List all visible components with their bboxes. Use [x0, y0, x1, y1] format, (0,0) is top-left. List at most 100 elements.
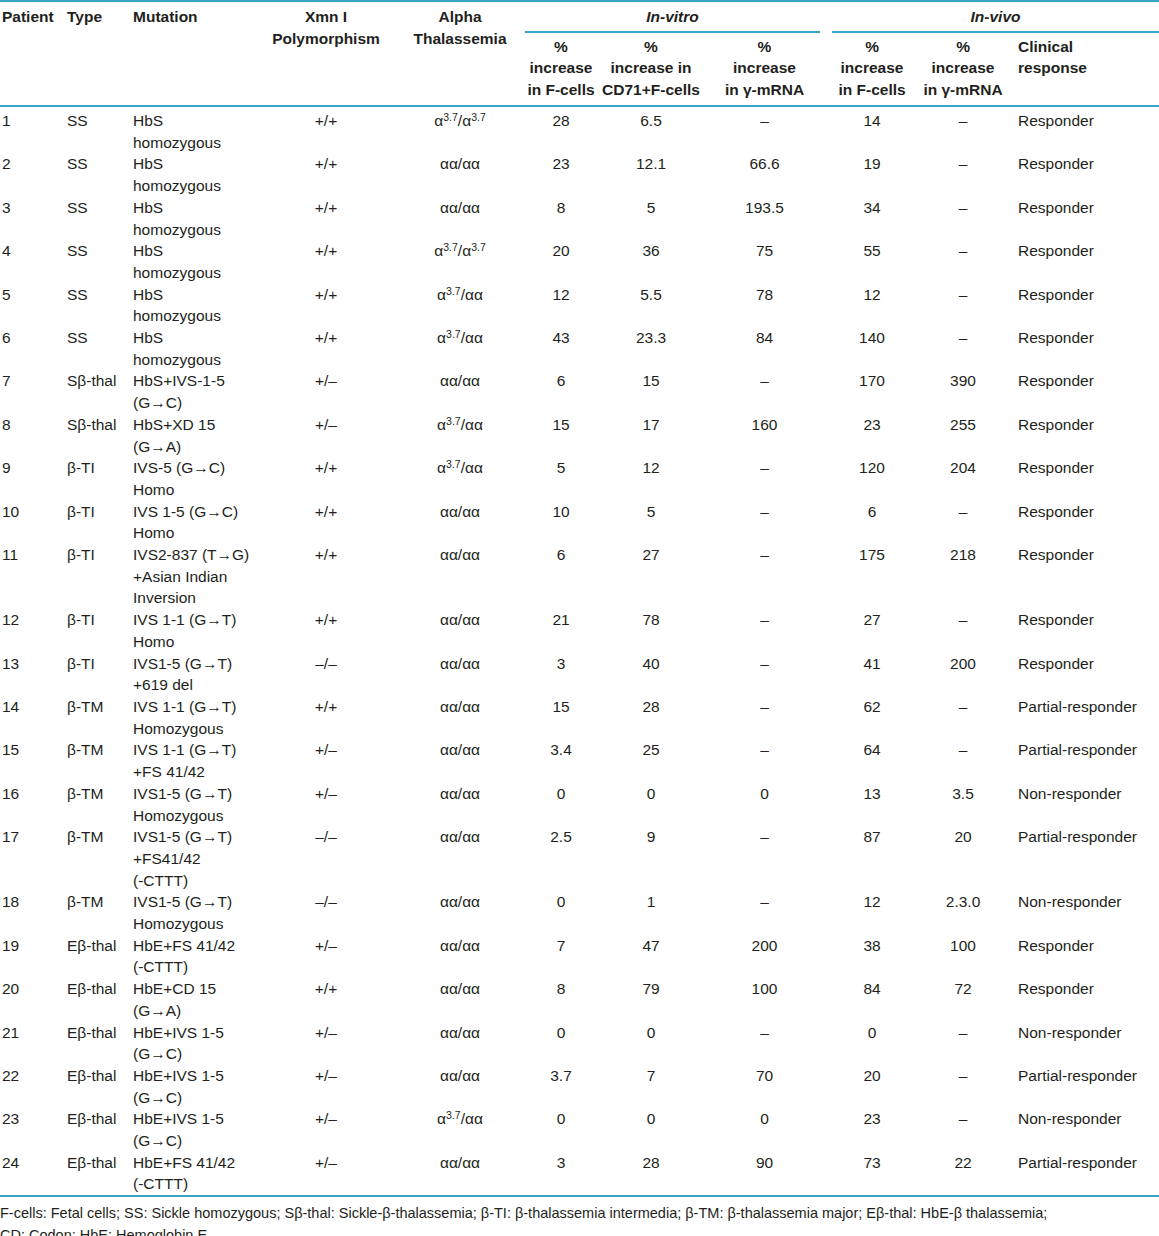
cell-vivo-fcells: 55 — [828, 240, 916, 283]
cell-alpha-thalassemia: α3.7/αα — [399, 284, 521, 327]
cell-alpha-thalassemia: αα/αα — [399, 696, 521, 739]
cell-vitro-cd71-fcells: 12.1 — [601, 153, 701, 196]
cell-mutation: HbS+IVS-1-5(G→C) — [131, 370, 253, 413]
table-row: 21Eβ-thalHbE+IVS 1-5(G→C)+/–αα/αα00–0–No… — [0, 1022, 1159, 1065]
cell-type: β-TI — [65, 501, 131, 544]
cell-xmn-polymorphism: +/+ — [253, 240, 399, 283]
cell-vitro-fcells: 0 — [521, 1022, 601, 1065]
cell-mutation: HbE+FS 41/42(-CTTT) — [131, 935, 253, 978]
cell-clinical-response: Responder — [1010, 501, 1159, 544]
cell-mutation: IVS 1-1 (G→T)+FS 41/42 — [131, 739, 253, 782]
cell-vitro-cd71-fcells: 27 — [601, 544, 701, 609]
col-header-vitro-cd71-fcells: % increase in CD71+F-cells — [601, 33, 701, 107]
cell-vitro-cd71-fcells: 7 — [601, 1065, 701, 1108]
cell-vitro-gamma-mrna: 78 — [701, 284, 828, 327]
cell-xmn-polymorphism: +/– — [253, 1108, 399, 1151]
cell-vivo-fcells: 23 — [828, 414, 916, 457]
cell-clinical-response: Responder — [1010, 106, 1159, 153]
cell-type: Eβ-thal — [65, 978, 131, 1021]
cell-vitro-gamma-mrna: – — [701, 826, 828, 891]
cell-mutation: IVS 1-1 (G→T)Homozygous — [131, 696, 253, 739]
cell-vivo-fcells: 41 — [828, 653, 916, 696]
cell-clinical-response: Responder — [1010, 197, 1159, 240]
cell-clinical-response: Non-responder — [1010, 1108, 1159, 1151]
cell-alpha-thalassemia: αα/αα — [399, 1065, 521, 1108]
col-header-vivo-gamma-mrna: % increase in γ-mRNA — [916, 33, 1010, 107]
cell-patient: 23 — [0, 1108, 65, 1151]
cell-alpha-thalassemia: αα/αα — [399, 153, 521, 196]
footnote-line-2: CD: Codon; HbE: Hemoglobin E — [0, 1224, 1159, 1236]
cell-xmn-polymorphism: +/+ — [253, 544, 399, 609]
cell-clinical-response: Responder — [1010, 457, 1159, 500]
cell-xmn-polymorphism: +/– — [253, 414, 399, 457]
cell-vivo-fcells: 23 — [828, 1108, 916, 1151]
cell-xmn-polymorphism: +/– — [253, 370, 399, 413]
cell-clinical-response: Partial-responder — [1010, 696, 1159, 739]
cell-vivo-gamma-mrna: – — [916, 106, 1010, 153]
cell-vitro-cd71-fcells: 25 — [601, 739, 701, 782]
table-row: 12β-TIIVS 1-1 (G→T)Homo+/+αα/αα2178–27–R… — [0, 609, 1159, 652]
cell-type: Eβ-thal — [65, 1152, 131, 1196]
cell-vivo-fcells: 87 — [828, 826, 916, 891]
cell-vitro-fcells: 3 — [521, 1152, 601, 1196]
cell-vitro-gamma-mrna: – — [701, 1022, 828, 1065]
cell-vitro-fcells: 0 — [521, 891, 601, 934]
group-header-in-vivo: In-vivo — [828, 1, 1159, 33]
cell-clinical-response: Partial-responder — [1010, 826, 1159, 891]
cell-alpha-thalassemia: αα/αα — [399, 739, 521, 782]
cell-vivo-fcells: 64 — [828, 739, 916, 782]
cell-mutation: IVS1-5 (G→T)Homozygous — [131, 891, 253, 934]
cell-xmn-polymorphism: +/+ — [253, 284, 399, 327]
cell-alpha-thalassemia: αα/αα — [399, 501, 521, 544]
cell-type: Eβ-thal — [65, 1108, 131, 1151]
cell-vitro-cd71-fcells: 47 — [601, 935, 701, 978]
table-row: 2SSHbShomozygous+/+αα/αα2312.166.619–Res… — [0, 153, 1159, 196]
cell-vivo-fcells: 14 — [828, 106, 916, 153]
col-header-patient: Patient — [0, 1, 65, 106]
cell-vivo-gamma-mrna: – — [916, 153, 1010, 196]
cell-vitro-fcells: 0 — [521, 783, 601, 826]
cell-vivo-fcells: 34 — [828, 197, 916, 240]
cell-vitro-cd71-fcells: 5 — [601, 197, 701, 240]
cell-alpha-thalassemia: αα/αα — [399, 1022, 521, 1065]
cell-mutation: HbS+XD 15(G→A) — [131, 414, 253, 457]
cell-vivo-fcells: 38 — [828, 935, 916, 978]
col-header-vitro-fcells: % increase in F-cells — [521, 33, 601, 107]
cell-type: β-TI — [65, 544, 131, 609]
cell-vitro-gamma-mrna: 200 — [701, 935, 828, 978]
cell-mutation: IVS-5 (G→C)Homo — [131, 457, 253, 500]
table-row: 5SSHbShomozygous+/+α3.7/αα125.57812–Resp… — [0, 284, 1159, 327]
cell-vivo-gamma-mrna: – — [916, 609, 1010, 652]
cell-xmn-polymorphism: +/+ — [253, 501, 399, 544]
cell-vitro-fcells: 43 — [521, 327, 601, 370]
col-header-vivo-fcells: % increase in F-cells — [828, 33, 916, 107]
footnote-line-1: F-cells: Fetal cells; SS: Sickle homozyg… — [0, 1202, 1159, 1224]
cell-vitro-fcells: 23 — [521, 153, 601, 196]
cell-vitro-fcells: 20 — [521, 240, 601, 283]
patient-table: Patient Type Mutation Xmn I Polymorphism… — [0, 0, 1159, 1197]
cell-vivo-fcells: 140 — [828, 327, 916, 370]
cell-patient: 5 — [0, 284, 65, 327]
cell-vitro-fcells: 3 — [521, 653, 601, 696]
cell-xmn-polymorphism: +/– — [253, 1022, 399, 1065]
cell-xmn-polymorphism: +/+ — [253, 197, 399, 240]
cell-vitro-fcells: 15 — [521, 414, 601, 457]
cell-patient: 16 — [0, 783, 65, 826]
cell-type: β-TI — [65, 609, 131, 652]
cell-vitro-gamma-mrna: – — [701, 457, 828, 500]
cell-patient: 1 — [0, 106, 65, 153]
table-row: 11β-TIIVS2-837 (T→G)+Asian IndianInversi… — [0, 544, 1159, 609]
cell-mutation: HbE+IVS 1-5(G→C) — [131, 1022, 253, 1065]
cell-vivo-gamma-mrna: 2.3.0 — [916, 891, 1010, 934]
cell-patient: 11 — [0, 544, 65, 609]
cell-type: SS — [65, 327, 131, 370]
cell-alpha-thalassemia: αα/αα — [399, 783, 521, 826]
cell-vivo-fcells: 27 — [828, 609, 916, 652]
cell-vitro-gamma-mrna: 100 — [701, 978, 828, 1021]
cell-vivo-gamma-mrna: – — [916, 197, 1010, 240]
cell-mutation: HbShomozygous — [131, 327, 253, 370]
cell-vitro-fcells: 12 — [521, 284, 601, 327]
cell-vivo-gamma-mrna: 200 — [916, 653, 1010, 696]
cell-vitro-fcells: 10 — [521, 501, 601, 544]
table-row: 23Eβ-thalHbE+IVS 1-5(G→C)+/–α3.7/αα00023… — [0, 1108, 1159, 1151]
